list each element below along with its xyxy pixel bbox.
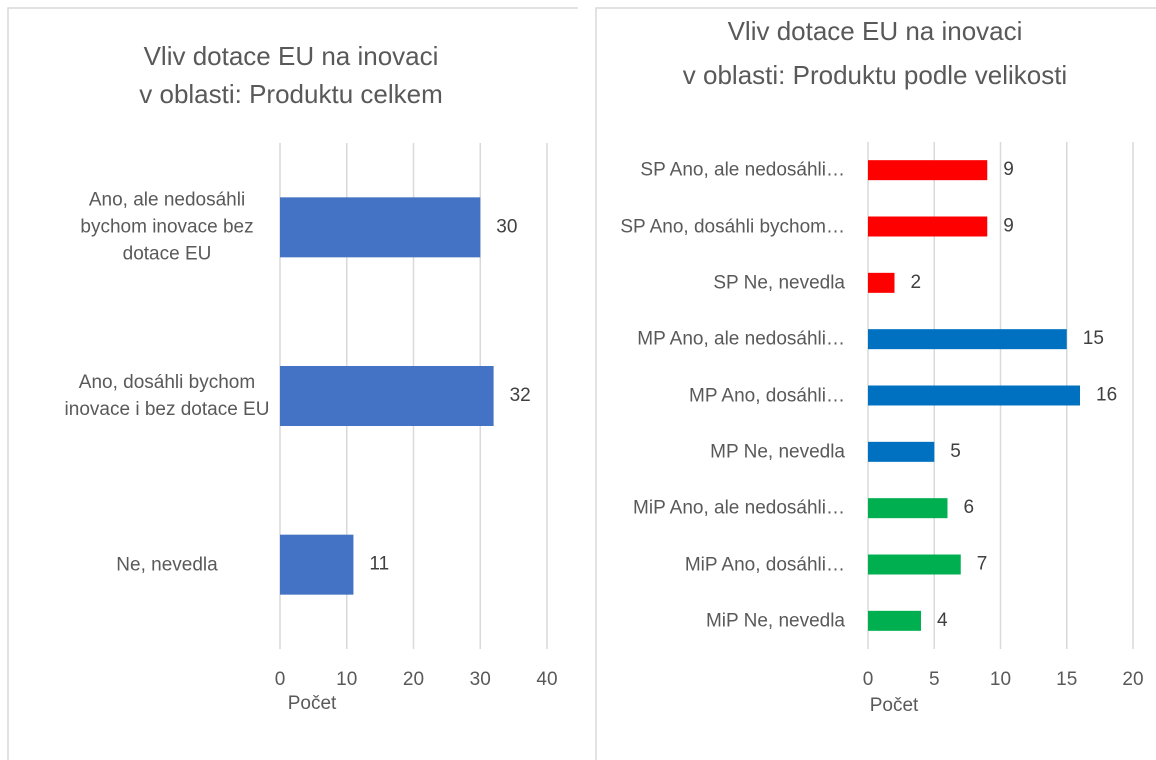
bar <box>868 272 895 293</box>
x-tick-label: 20 <box>403 669 424 690</box>
bar <box>868 610 921 631</box>
bar <box>280 534 354 595</box>
category-label: Ano, ale nedosáhli bychom inovace bez do… <box>80 189 254 265</box>
x-tick-label: 30 <box>470 669 491 690</box>
bar <box>868 216 988 237</box>
bar <box>280 366 494 426</box>
category-label: Ano, dosáhli bychom inovace i bez dotace… <box>64 372 270 420</box>
data-label: 5 <box>950 441 961 462</box>
data-label: 4 <box>937 610 948 631</box>
x-tick-label: 40 <box>536 669 557 690</box>
panel-border <box>595 7 1156 760</box>
x-tick-label: 0 <box>863 669 874 690</box>
data-label: 11 <box>369 554 389 575</box>
chart: 0 10 20 30 40 Počet 30 32 11 <box>7 7 578 760</box>
category-label: SP Ano, dosáhli bychom… <box>620 216 845 237</box>
bar <box>280 197 481 258</box>
x-tick-label: 5 <box>929 669 940 690</box>
data-label: 30 <box>496 216 517 237</box>
category-label: MP Ano, ale nedosáhli… <box>637 328 845 350</box>
x-tick-label: 20 <box>1122 669 1143 690</box>
category-label: SP Ne, nevedla <box>713 272 845 294</box>
panel-border <box>7 7 578 760</box>
category-label: MP Ano, dosáhli… <box>689 385 845 406</box>
chart-panel: 0 5 10 15 20 Počet 9 9 2 15 16 5 6 7 4 Vliv dotace EU n… <box>594 0 1156 760</box>
chart-panel: 0 10 20 30 40 Počet 30 32 11 Vliv dotace EU na in… <box>7 7 578 760</box>
data-label: 2 <box>911 272 922 293</box>
bar <box>868 441 935 462</box>
data-label: 9 <box>1003 159 1014 180</box>
bar <box>868 385 1080 406</box>
chart-title: v oblasti: Produktu podle velikosti <box>682 60 1068 90</box>
chart-title: Vliv dotace EU na inovaci <box>143 41 439 71</box>
data-label: 32 <box>510 385 531 406</box>
category-label: MP Ne, nevedla <box>710 441 845 463</box>
data-label: 7 <box>977 554 988 575</box>
category-label: SP Ano, ale nedosáhli… <box>640 159 845 181</box>
bar <box>868 160 988 181</box>
bar <box>868 329 1067 350</box>
category-label: Ne, nevedla <box>116 554 218 576</box>
x-tick-label: 15 <box>1056 669 1077 690</box>
category-label: MiP Ne, nevedla <box>705 610 845 632</box>
data-label: 6 <box>964 497 975 518</box>
bar <box>868 554 961 575</box>
chart: 0 5 10 15 20 Počet 9 9 2 15 16 5 6 7 4 <box>595 7 1156 760</box>
x-axis-label: Počet <box>870 695 919 716</box>
category-label: MiP Ano, dosáhli… <box>684 554 845 575</box>
chart-title: Vliv dotace EU na inovaci <box>727 16 1023 46</box>
x-axis-label: Počet <box>288 693 337 714</box>
x-tick-label: 0 <box>275 669 286 690</box>
x-tick-label: 10 <box>336 669 357 690</box>
category-label: MiP Ano, ale nedosáhli… <box>633 497 845 519</box>
data-label: 15 <box>1083 328 1104 349</box>
data-label: 9 <box>1003 216 1014 237</box>
bar <box>868 498 948 519</box>
data-label: 16 <box>1096 385 1117 406</box>
chart-title: v oblasti: Produktu celkem <box>139 79 443 109</box>
x-tick-label: 10 <box>990 669 1011 690</box>
